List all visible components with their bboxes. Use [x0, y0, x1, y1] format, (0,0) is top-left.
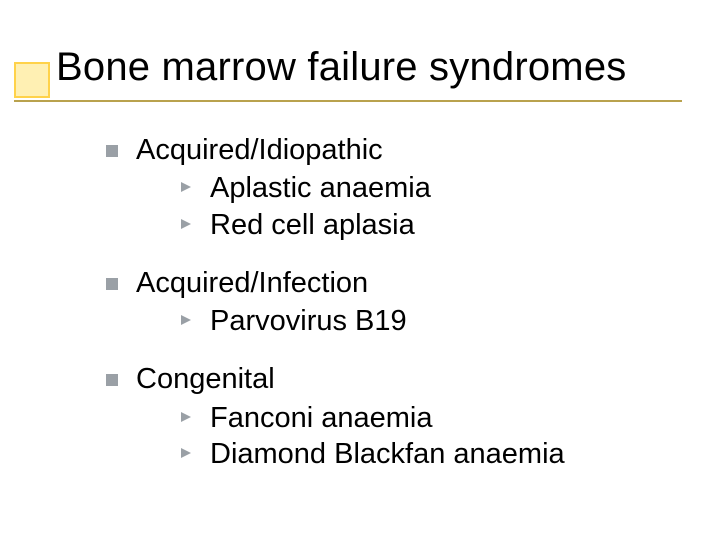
list-item-label: Aplastic anaemia [210, 170, 431, 206]
section-heading: Congenital [106, 361, 700, 397]
section-congenital: Congenital Fanconi anaemia Diamond Black… [106, 361, 700, 472]
list-item: Aplastic anaemia [180, 170, 700, 206]
section-heading-label: Acquired/Idiopathic [136, 132, 383, 168]
section-heading-label: Congenital [136, 361, 275, 397]
arrow-bullet-icon [180, 180, 194, 194]
section-heading: Acquired/Infection [106, 265, 700, 301]
section-heading-label: Acquired/Infection [136, 265, 368, 301]
list-item-label: Fanconi anaemia [210, 400, 432, 436]
list-item-label: Parvovirus B19 [210, 303, 407, 339]
list-item: Diamond Blackfan anaemia [180, 436, 700, 472]
arrow-bullet-icon [180, 217, 194, 231]
content-body: Acquired/Idiopathic Aplastic anaemia Red… [106, 132, 700, 494]
list-item: Red cell aplasia [180, 207, 700, 243]
title-accent-square-icon [14, 62, 50, 98]
section-items: Fanconi anaemia Diamond Blackfan anaemia [180, 400, 700, 473]
list-item: Parvovirus B19 [180, 303, 700, 339]
section-heading: Acquired/Idiopathic [106, 132, 700, 168]
list-item-label: Red cell aplasia [210, 207, 415, 243]
list-item: Fanconi anaemia [180, 400, 700, 436]
square-bullet-icon [106, 374, 118, 386]
section-items: Aplastic anaemia Red cell aplasia [180, 170, 700, 243]
section-acquired-infection: Acquired/Infection Parvovirus B19 [106, 265, 700, 340]
arrow-bullet-icon [180, 313, 194, 327]
title-underline [14, 100, 682, 102]
page-title: Bone marrow failure syndromes [56, 46, 626, 88]
section-acquired-idiopathic: Acquired/Idiopathic Aplastic anaemia Red… [106, 132, 700, 243]
section-items: Parvovirus B19 [180, 303, 700, 339]
square-bullet-icon [106, 278, 118, 290]
arrow-bullet-icon [180, 446, 194, 460]
slide: Bone marrow failure syndromes Acquired/I… [0, 0, 720, 540]
square-bullet-icon [106, 145, 118, 157]
list-item-label: Diamond Blackfan anaemia [210, 436, 565, 472]
arrow-bullet-icon [180, 410, 194, 424]
